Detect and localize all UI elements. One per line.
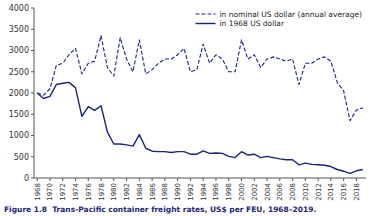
y-tick-label: 0 (24, 174, 29, 183)
y-tick-label: 3000 (9, 46, 29, 55)
x-tick-label: 1998 (225, 183, 233, 201)
y-tick (31, 178, 34, 179)
x-tick-label: 1986 (149, 182, 157, 200)
y-tick-label: 3500 (9, 25, 29, 34)
x-tick (343, 178, 344, 181)
x-tick-label: 1974 (72, 182, 80, 200)
x-tick-label: 1990 (174, 183, 182, 201)
x-tick-label: 2004 (264, 182, 272, 200)
y-tick (31, 29, 34, 30)
x-tick (88, 178, 89, 181)
x-tick (190, 178, 191, 181)
x-tick (228, 178, 229, 181)
x-tick (330, 178, 331, 181)
x-tick-label: 2010 (302, 183, 310, 201)
x-tick (139, 178, 140, 181)
y-tick-label: 4000 (9, 4, 29, 13)
legend-swatch (196, 13, 216, 14)
x-tick (75, 178, 76, 181)
x-tick-label: 1970 (46, 183, 54, 201)
x-tick-label: 1988 (161, 183, 169, 201)
x-tick (279, 178, 280, 181)
x-tick (215, 178, 216, 181)
x-tick-label: 2018 (353, 183, 361, 201)
y-tick (31, 135, 34, 136)
x-tick-label: 1994 (200, 182, 208, 200)
y-tick (31, 8, 34, 9)
y-tick-label: 2000 (9, 89, 29, 98)
x-tick (356, 178, 357, 181)
x-tick (177, 178, 178, 181)
x-tick (113, 178, 114, 181)
x-axis (34, 178, 366, 179)
x-tick-label: 1976 (85, 182, 93, 200)
legend-label: in 1968 US dollar (220, 19, 285, 28)
chart: 0 500 1000 1500 2000 2500 3000 3500 4000 1968 1970… (0, 0, 374, 216)
legend-label: in nominal US dollar (annual average) (220, 10, 363, 19)
x-tick (305, 178, 306, 181)
x-tick (292, 178, 293, 181)
x-tick (254, 178, 255, 181)
series-line (37, 82, 363, 173)
y-tick (31, 50, 34, 51)
x-tick-label: 2006 (276, 182, 284, 200)
plot-area (37, 36, 363, 174)
x-tick-label: 1992 (187, 183, 195, 201)
x-tick (241, 178, 242, 181)
x-tick-label: 2000 (238, 183, 246, 201)
x-tick (49, 178, 50, 181)
x-tick-label: 1984 (136, 182, 144, 200)
x-tick-label: 1982 (123, 183, 131, 201)
y-tick (31, 114, 34, 115)
x-tick-label: 1968 (34, 183, 42, 201)
x-tick (101, 178, 102, 181)
y-tick-label: 1000 (9, 131, 29, 140)
x-tick (203, 178, 204, 181)
x-tick-label: 2014 (327, 182, 335, 200)
x-tick-label: 1972 (59, 183, 67, 201)
y-tick (31, 156, 34, 157)
x-tick-label: 2012 (315, 183, 323, 201)
x-tick-label: 1978 (98, 183, 106, 201)
x-tick-label: 2016 (340, 182, 348, 200)
x-tick (37, 178, 38, 181)
x-tick (126, 178, 127, 181)
x-tick (267, 178, 268, 181)
x-tick-label: 2002 (251, 183, 259, 201)
series-line (37, 36, 363, 121)
y-tick (31, 93, 34, 94)
x-tick (318, 178, 319, 181)
x-tick (152, 178, 153, 181)
y-tick (31, 71, 34, 72)
legend-swatch (196, 23, 216, 24)
x-tick-label: 2008 (289, 183, 297, 201)
x-tick (164, 178, 165, 181)
legend: in nominal US dollar (annual average)in … (196, 10, 363, 29)
y-tick-label: 500 (14, 153, 29, 162)
x-tick (62, 178, 63, 181)
y-tick-label: 2500 (9, 68, 29, 77)
y-tick-label: 1500 (9, 110, 29, 119)
x-tick-label: 1980 (110, 183, 118, 201)
title: Figure 1.8 Trans-Pacific container freig… (4, 205, 316, 214)
x-tick-label: 1996 (212, 182, 220, 200)
